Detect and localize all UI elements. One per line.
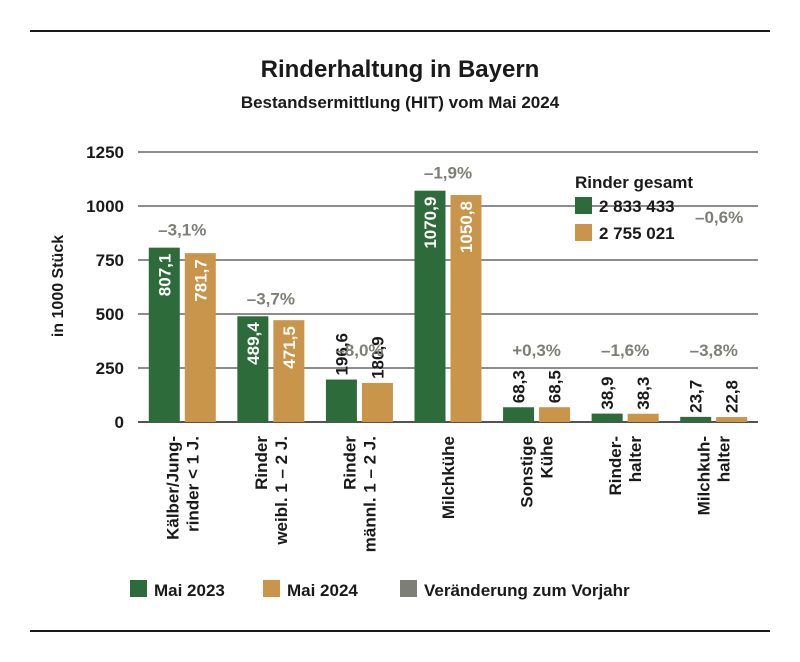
bar-2024 xyxy=(627,413,659,422)
bar-2023 xyxy=(325,379,357,422)
x-tick-label: männl. 1 – 2 J. xyxy=(360,436,379,552)
data-label: 781,7 xyxy=(191,259,210,302)
x-tick-label: rinder < 1 J. xyxy=(183,436,202,532)
total-box: Rinder gesamt 2 833 433 2 755 021 –0,6% xyxy=(575,173,743,243)
x-tick-label: halter xyxy=(715,436,734,483)
bar-2024 xyxy=(184,253,216,422)
legend-swatch xyxy=(400,580,417,597)
x-tick-label: Kühe xyxy=(538,436,557,479)
total-box-change: –0,6% xyxy=(695,208,743,227)
bar-2024 xyxy=(539,407,571,422)
change-label: –1,9% xyxy=(424,164,472,183)
chart-title: Rinderhaltung in Bayern xyxy=(261,56,540,83)
data-label: 196,6 xyxy=(332,333,351,376)
bar-2024 xyxy=(450,195,482,422)
change-label: –3,8% xyxy=(690,341,738,360)
change-label: –3,1% xyxy=(158,221,206,240)
y-tick-label: 250 xyxy=(96,359,124,378)
data-label: 1070,9 xyxy=(421,197,440,249)
legend-label: Mai 2023 xyxy=(154,581,225,600)
x-tick-label: Milchkuh- xyxy=(695,436,714,515)
data-label: 807,1 xyxy=(155,254,174,297)
data-label: 68,5 xyxy=(546,370,565,403)
y-tick-label: 0 xyxy=(115,413,124,432)
data-label: 23,7 xyxy=(687,380,706,413)
x-tick-label: Milchkühe xyxy=(439,436,458,519)
x-tick-label: weibl. 1 – 2 J. xyxy=(272,436,291,546)
legend: Mai 2023 Mai 2024 Veränderung zum Vorjahr xyxy=(130,580,630,600)
bottom-rule xyxy=(30,630,770,632)
legend-swatch xyxy=(130,580,147,597)
legend-swatch xyxy=(263,580,280,597)
bar-2023 xyxy=(237,316,269,422)
bar-2024 xyxy=(716,417,748,422)
y-tick-label: 750 xyxy=(96,251,124,270)
bar-2023 xyxy=(591,413,623,422)
total-box-swatch-2023 xyxy=(575,197,592,214)
data-label: 38,9 xyxy=(598,377,617,410)
change-label: –3,7% xyxy=(247,289,295,308)
data-label: 22,8 xyxy=(723,380,742,413)
bar-2023 xyxy=(148,247,180,422)
data-label: 471,5 xyxy=(280,326,299,369)
x-tick-label: halter xyxy=(626,436,645,483)
y-tick-label: 500 xyxy=(96,305,124,324)
data-label: 180,9 xyxy=(368,336,387,379)
top-rule xyxy=(30,30,770,32)
x-tick-label: Kälber/Jung- xyxy=(163,436,182,540)
total-box-value-2024: 2 755 021 xyxy=(599,224,675,243)
total-box-title: Rinder gesamt xyxy=(575,173,693,192)
x-tick-label: Rinder xyxy=(252,436,271,490)
data-label: 1050,8 xyxy=(457,201,476,253)
legend-label: Veränderung zum Vorjahr xyxy=(424,581,630,600)
bar-2024 xyxy=(273,320,305,422)
y-tick-label: 1000 xyxy=(86,197,124,216)
x-tick-label: Rinder xyxy=(340,436,359,490)
change-label: +0,3% xyxy=(512,341,561,360)
change-label: –8,0% xyxy=(335,341,383,360)
y-tick-label: 1250 xyxy=(86,143,124,162)
bar-2023 xyxy=(503,407,535,422)
data-label: 489,4 xyxy=(244,322,263,365)
change-label: –1,6% xyxy=(601,341,649,360)
y-axis-label: in 1000 Stück xyxy=(50,235,67,337)
data-label: 38,3 xyxy=(634,377,653,410)
x-tick-label: Sonstige xyxy=(518,436,537,508)
chart-subtitle: Bestandsermittlung (HIT) vom Mai 2024 xyxy=(241,93,560,112)
bar-2023 xyxy=(680,416,712,422)
data-label: 68,3 xyxy=(510,370,529,403)
total-box-swatch-2024 xyxy=(575,224,592,241)
legend-label: Mai 2024 xyxy=(287,581,358,600)
bar-2023 xyxy=(414,190,446,422)
bar-2024 xyxy=(361,382,393,422)
x-tick-label: Rinder- xyxy=(606,436,625,496)
total-box-value-2023: 2 833 433 xyxy=(599,197,675,216)
